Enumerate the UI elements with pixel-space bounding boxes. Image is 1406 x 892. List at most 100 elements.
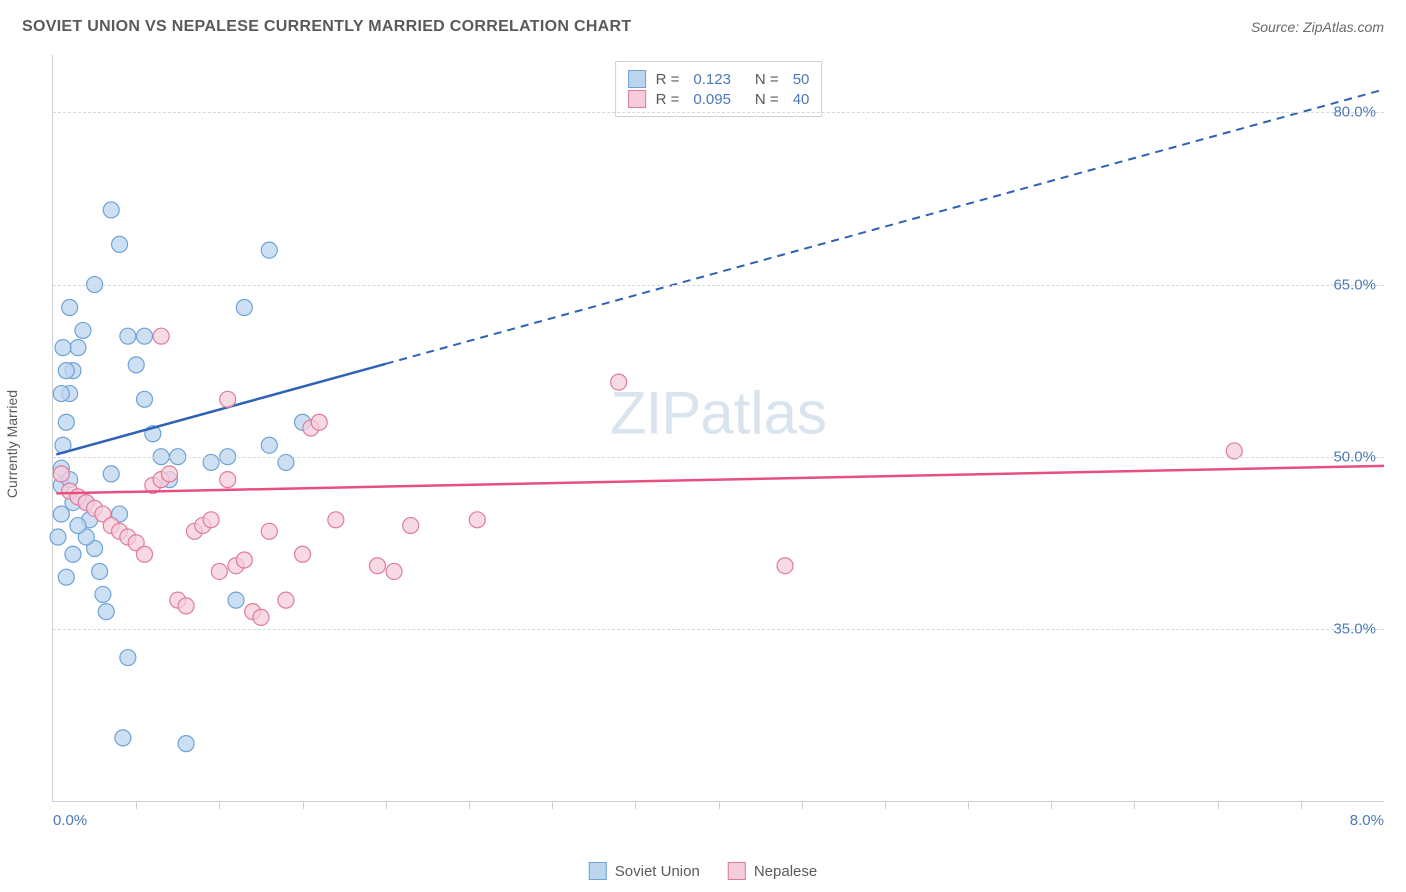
legend-swatch — [628, 70, 646, 88]
data-point — [220, 472, 236, 488]
legend-n-label: N = — [755, 71, 779, 88]
x-axis-max-label: 8.0% — [1350, 812, 1384, 829]
data-point — [112, 236, 128, 252]
data-point — [70, 518, 86, 534]
legend-stats: R = 0.123 N = 50 R = 0.095 N = 40 — [615, 61, 823, 117]
plot-svg — [53, 55, 1384, 801]
x-tick — [386, 801, 387, 809]
gridline — [53, 629, 1384, 630]
data-point — [220, 391, 236, 407]
data-point — [328, 512, 344, 528]
legend-n-label: N = — [755, 91, 779, 108]
legend-item: Nepalese — [728, 862, 817, 880]
gridline — [53, 112, 1384, 113]
data-point — [62, 299, 78, 315]
data-point — [65, 546, 81, 562]
y-axis-label: Currently Married — [4, 389, 20, 497]
data-point — [161, 466, 177, 482]
data-point — [178, 598, 194, 614]
x-tick — [303, 801, 304, 809]
data-point — [295, 546, 311, 562]
gridline-label: 80.0% — [1333, 104, 1376, 121]
legend-swatch — [589, 862, 607, 880]
gridline-label: 35.0% — [1333, 620, 1376, 637]
legend-stat-row: R =0.123N =50 — [628, 70, 810, 88]
gridline — [53, 285, 1384, 286]
chart-header: SOVIET UNION VS NEPALESE CURRENTLY MARRI… — [0, 0, 1406, 46]
data-point — [95, 586, 111, 602]
gridline-label: 65.0% — [1333, 276, 1376, 293]
x-tick — [219, 801, 220, 809]
data-point — [137, 391, 153, 407]
data-point — [236, 299, 252, 315]
data-point — [777, 558, 793, 574]
data-point — [386, 563, 402, 579]
data-point — [55, 340, 71, 356]
data-point — [469, 512, 485, 528]
data-point — [611, 374, 627, 390]
data-point — [261, 437, 277, 453]
legend-label: Nepalese — [754, 863, 817, 880]
data-point — [253, 609, 269, 625]
data-point — [311, 414, 327, 430]
chart-title: SOVIET UNION VS NEPALESE CURRENTLY MARRI… — [22, 18, 631, 36]
data-point — [228, 592, 244, 608]
legend-item: Soviet Union — [589, 862, 700, 880]
data-point — [120, 650, 136, 666]
x-tick — [802, 801, 803, 809]
legend-label: Soviet Union — [615, 863, 700, 880]
x-tick — [968, 801, 969, 809]
data-point — [369, 558, 385, 574]
data-point — [278, 592, 294, 608]
legend-r-label: R = — [656, 91, 680, 108]
gridline — [53, 457, 1384, 458]
data-point — [53, 386, 69, 402]
data-point — [137, 546, 153, 562]
data-point — [261, 523, 277, 539]
data-point — [75, 322, 91, 338]
data-point — [403, 518, 419, 534]
data-point — [178, 736, 194, 752]
x-tick — [719, 801, 720, 809]
x-tick — [469, 801, 470, 809]
legend-swatch — [728, 862, 746, 880]
legend-r-value: 0.123 — [693, 71, 731, 88]
data-point — [103, 466, 119, 482]
data-point — [153, 328, 169, 344]
data-point — [120, 328, 136, 344]
data-point — [58, 569, 74, 585]
gridline-label: 50.0% — [1333, 448, 1376, 465]
data-point — [70, 340, 86, 356]
x-tick — [552, 801, 553, 809]
data-point — [98, 604, 114, 620]
x-tick — [1134, 801, 1135, 809]
data-point — [128, 357, 144, 373]
data-point — [203, 512, 219, 528]
data-point — [53, 466, 69, 482]
data-point — [103, 202, 119, 218]
x-tick — [635, 801, 636, 809]
chart-container: Currently Married ZIPatlas R =0.123N =50… — [22, 55, 1384, 832]
data-point — [261, 242, 277, 258]
legend-swatch — [628, 90, 646, 108]
data-point — [50, 529, 66, 545]
regression-line-solid — [56, 466, 1384, 494]
legend-n-value: 50 — [793, 71, 810, 88]
x-tick — [136, 801, 137, 809]
regression-line-solid — [56, 364, 385, 455]
x-axis-min-label: 0.0% — [53, 812, 87, 829]
x-tick — [885, 801, 886, 809]
data-point — [58, 363, 74, 379]
legend-r-value: 0.095 — [693, 91, 731, 108]
data-point — [236, 552, 252, 568]
data-point — [92, 563, 108, 579]
x-tick — [1051, 801, 1052, 809]
x-tick — [1301, 801, 1302, 809]
data-point — [58, 414, 74, 430]
data-point — [137, 328, 153, 344]
data-point — [115, 730, 131, 746]
chart-source: Source: ZipAtlas.com — [1251, 19, 1384, 35]
legend-stat-row: R = 0.095 N = 40 — [628, 90, 810, 108]
regression-line-dashed — [386, 89, 1384, 363]
legend-n-value: 40 — [793, 91, 810, 108]
